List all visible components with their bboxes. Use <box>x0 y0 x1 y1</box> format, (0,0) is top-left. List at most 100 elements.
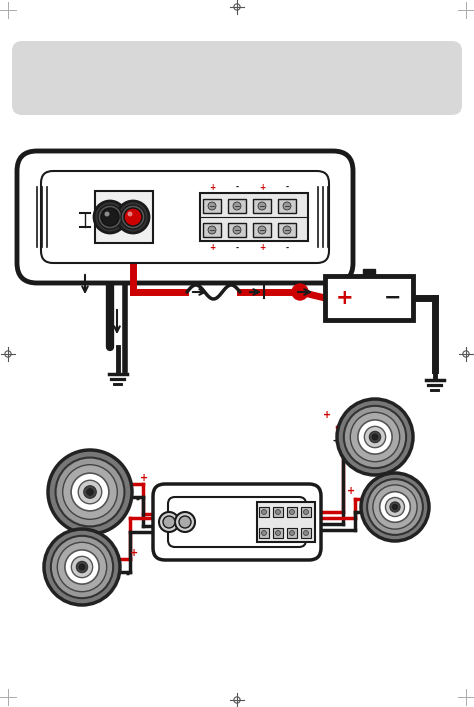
Circle shape <box>262 510 266 515</box>
Circle shape <box>380 491 410 522</box>
Circle shape <box>63 464 117 520</box>
Circle shape <box>44 529 120 605</box>
Bar <box>253 199 271 213</box>
Circle shape <box>179 516 191 528</box>
Circle shape <box>78 480 102 504</box>
Circle shape <box>71 473 109 511</box>
FancyBboxPatch shape <box>41 171 329 263</box>
Text: +: + <box>347 486 355 496</box>
Bar <box>203 199 221 213</box>
Circle shape <box>159 512 179 532</box>
Circle shape <box>290 530 294 535</box>
Circle shape <box>344 406 406 468</box>
Circle shape <box>124 208 142 226</box>
Bar <box>259 507 269 517</box>
Circle shape <box>337 399 413 475</box>
Text: -: - <box>333 436 337 446</box>
Text: +: + <box>209 182 215 192</box>
Bar <box>325 276 413 320</box>
Circle shape <box>98 205 122 229</box>
Circle shape <box>369 431 381 443</box>
Circle shape <box>208 226 216 234</box>
Circle shape <box>55 457 125 527</box>
Circle shape <box>367 479 423 535</box>
Circle shape <box>208 202 216 210</box>
Circle shape <box>283 226 291 234</box>
Bar <box>273 507 283 517</box>
Circle shape <box>84 486 96 498</box>
Bar <box>278 223 296 237</box>
Text: +: + <box>259 243 265 252</box>
Bar <box>287 507 297 517</box>
Text: -: - <box>236 182 238 192</box>
Circle shape <box>87 489 93 496</box>
Text: -: - <box>285 182 289 192</box>
FancyBboxPatch shape <box>17 151 353 283</box>
Text: -: - <box>285 243 289 252</box>
Bar <box>203 223 221 237</box>
Circle shape <box>163 516 175 528</box>
Bar <box>278 199 296 213</box>
Circle shape <box>303 510 309 515</box>
Text: +: + <box>323 410 331 420</box>
Circle shape <box>365 426 386 448</box>
Text: +: + <box>336 288 354 308</box>
Circle shape <box>350 412 400 462</box>
Circle shape <box>372 434 378 440</box>
Circle shape <box>175 512 195 532</box>
Circle shape <box>65 550 99 584</box>
Text: +: + <box>259 182 265 192</box>
Bar <box>253 223 271 237</box>
Circle shape <box>262 530 266 535</box>
Circle shape <box>275 530 281 535</box>
Circle shape <box>76 561 88 573</box>
Circle shape <box>303 530 309 535</box>
Circle shape <box>72 556 92 578</box>
FancyBboxPatch shape <box>153 484 321 560</box>
Text: +: + <box>209 243 215 252</box>
Bar <box>273 528 283 538</box>
Bar <box>301 528 311 538</box>
Bar <box>301 507 311 517</box>
FancyBboxPatch shape <box>168 497 306 547</box>
Circle shape <box>258 202 266 210</box>
Circle shape <box>361 473 429 541</box>
Circle shape <box>275 510 281 515</box>
Bar <box>287 528 297 538</box>
Circle shape <box>51 536 113 598</box>
Text: -: - <box>126 570 130 580</box>
Circle shape <box>57 542 107 592</box>
Circle shape <box>385 498 404 517</box>
Circle shape <box>373 485 417 529</box>
Circle shape <box>283 202 291 210</box>
Bar <box>228 223 246 237</box>
Circle shape <box>292 284 308 300</box>
Text: -: - <box>355 508 359 518</box>
Circle shape <box>101 208 119 226</box>
Circle shape <box>94 201 126 233</box>
Text: -: - <box>236 243 238 252</box>
Bar <box>228 199 246 213</box>
Text: −: − <box>384 288 402 308</box>
Text: +: + <box>130 548 138 558</box>
Circle shape <box>390 502 400 512</box>
Circle shape <box>128 211 133 216</box>
Circle shape <box>233 226 241 234</box>
Circle shape <box>358 420 392 454</box>
Bar <box>257 502 315 542</box>
Circle shape <box>233 202 241 210</box>
Bar <box>363 269 375 276</box>
Text: +: + <box>140 473 148 483</box>
Circle shape <box>79 564 85 570</box>
Bar <box>259 528 269 538</box>
Circle shape <box>258 226 266 234</box>
Bar <box>200 193 308 241</box>
Bar <box>95 191 153 243</box>
Circle shape <box>121 205 145 229</box>
Circle shape <box>104 211 109 216</box>
Circle shape <box>290 510 294 515</box>
Text: -: - <box>136 495 140 505</box>
FancyBboxPatch shape <box>12 41 462 115</box>
Circle shape <box>392 504 398 510</box>
Circle shape <box>117 201 149 233</box>
